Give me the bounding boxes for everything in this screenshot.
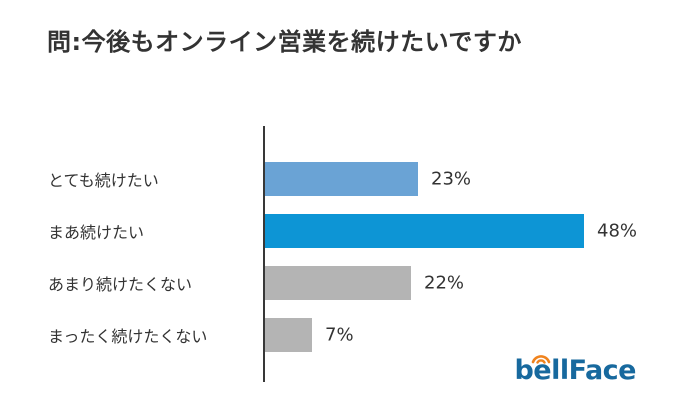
value-label: 22% — [424, 272, 465, 294]
category-label: あまり続けたくない — [48, 275, 193, 294]
value-label: 7% — [325, 324, 354, 346]
value-label: 48% — [597, 220, 638, 242]
bellface-logo: bellFace — [514, 351, 636, 391]
category-label: とても続けたい — [48, 171, 159, 190]
bar — [265, 318, 312, 352]
chart-row: まったく続けたくない 7% — [0, 309, 676, 361]
bar — [265, 162, 418, 196]
bar-chart: とても続けたい 23% まあ続けたい 48% あまり続けたくない 22% まったく続けたくな… — [0, 153, 676, 361]
value-label: 23% — [431, 168, 472, 190]
bar — [265, 266, 411, 300]
chart-title: 問:今後もオンライン営業を続けたいですか — [47, 28, 522, 56]
y-axis-line — [263, 126, 265, 382]
category-label: まったく続けたくない — [48, 327, 208, 346]
bar — [265, 214, 584, 248]
signal-waves-icon — [532, 355, 551, 364]
category-label: まあ続けたい — [48, 223, 145, 242]
chart-row: とても続けたい 23% — [0, 153, 676, 205]
chart-row: あまり続けたくない 22% — [0, 257, 676, 309]
chart-row: まあ続けたい 48% — [0, 205, 676, 257]
